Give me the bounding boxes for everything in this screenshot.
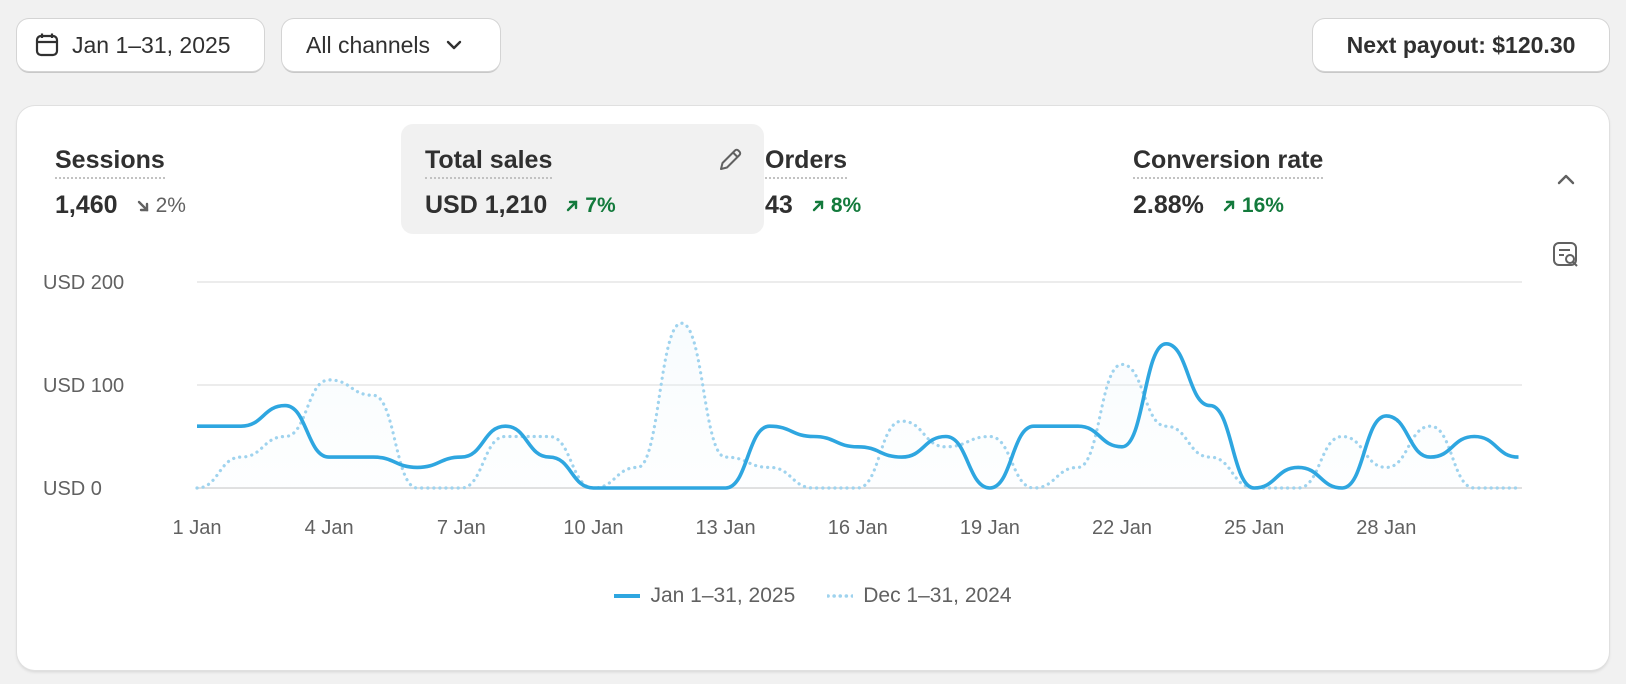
legend-label: Jan 1–31, 2025 [650,584,796,607]
metric-change: 8% [811,194,861,218]
calendar-icon [34,32,60,58]
metric-sessions[interactable]: Sessions 1,460 2% [17,124,380,234]
chevron-up-icon[interactable] [1553,166,1579,197]
next-payout-button[interactable]: Next payout: $120.30 [1313,19,1609,71]
metric-change-value: 7% [585,193,616,217]
series-line-comparison [195,321,1521,490]
legend-swatch-solid [614,594,641,598]
legend-item-current[interactable]: Jan 1–31, 2025 [614,584,795,608]
comparison-area [197,323,1519,488]
pencil-icon[interactable] [716,146,744,179]
x-tick-label: 22 Jan [1092,517,1152,539]
legend-swatch-dotted [827,594,854,598]
metric-label: Conversion rate [1133,146,1324,179]
chart-legend: Jan 1–31, 2025 Dec 1–31, 2024 [17,584,1609,608]
y-tick-label: USD 200 [43,272,124,294]
date-range-button[interactable]: Jan 1–31, 2025 [17,19,264,71]
sales-chart[interactable]: USD 0 USD 100 USD 200 1 Jan 4 Jan 7 Jan 10 Ja… [17,106,1609,576]
legend-label: Dec 1–31, 2024 [863,584,1012,607]
arrow-up-right-icon [567,200,578,211]
metric-total-sales[interactable]: Total sales USD 1,210 7% [401,124,764,234]
series-line-current [196,342,1519,490]
next-payout-label: Next payout: $120.30 [1346,31,1576,58]
metric-change-value: 16% [1241,193,1284,217]
metric-value: USD 1,210 [425,191,548,219]
metric-label: Total sales [425,146,553,179]
metric-label: Sessions [55,146,165,179]
arrow-up-right-icon [1223,200,1235,211]
metric-value: 43 [765,191,793,219]
metric-change-value: 2% [155,193,186,217]
x-tick-label: 25 Jan [1224,517,1284,539]
x-tick-label: 13 Jan [696,517,756,539]
arrow-down-right-icon [137,200,148,211]
arrow-up-right-icon [812,200,824,211]
metric-label: Orders [765,146,847,179]
y-tick-label: USD 100 [43,375,124,397]
x-tick-label: 1 Jan [173,517,222,539]
metric-change: 7% [565,193,616,218]
date-range-label: Jan 1–31, 2025 [72,31,231,58]
search-report-icon[interactable] [1551,240,1581,275]
x-tick-label: 10 Jan [563,517,623,539]
channels-dropdown[interactable]: All channels [282,19,500,71]
metric-change: 16% [1222,194,1284,218]
metric-value: 1,460 [55,191,118,219]
channels-label: All channels [306,31,431,58]
x-tick-label: 16 Jan [828,517,888,539]
metric-orders[interactable]: Orders 43 8% [727,124,1090,234]
analytics-card: Sessions 1,460 2% Total sales USD 1,210 … [17,106,1609,670]
chevron-down-icon [444,35,464,55]
metric-change-value: 8% [830,193,862,217]
x-tick-label: 19 Jan [960,517,1020,539]
legend-item-comparison[interactable]: Dec 1–31, 2024 [827,584,1012,608]
x-tick-label: 4 Jan [305,517,354,539]
metric-conversion-rate[interactable]: Conversion rate 2.88% 16% [1095,124,1458,234]
y-tick-label: USD 0 [43,478,102,500]
x-tick-label: 7 Jan [437,517,486,539]
metric-change: 2% [136,194,186,218]
metric-value: 2.88% [1133,191,1204,219]
x-tick-label: 28 Jan [1356,517,1416,539]
